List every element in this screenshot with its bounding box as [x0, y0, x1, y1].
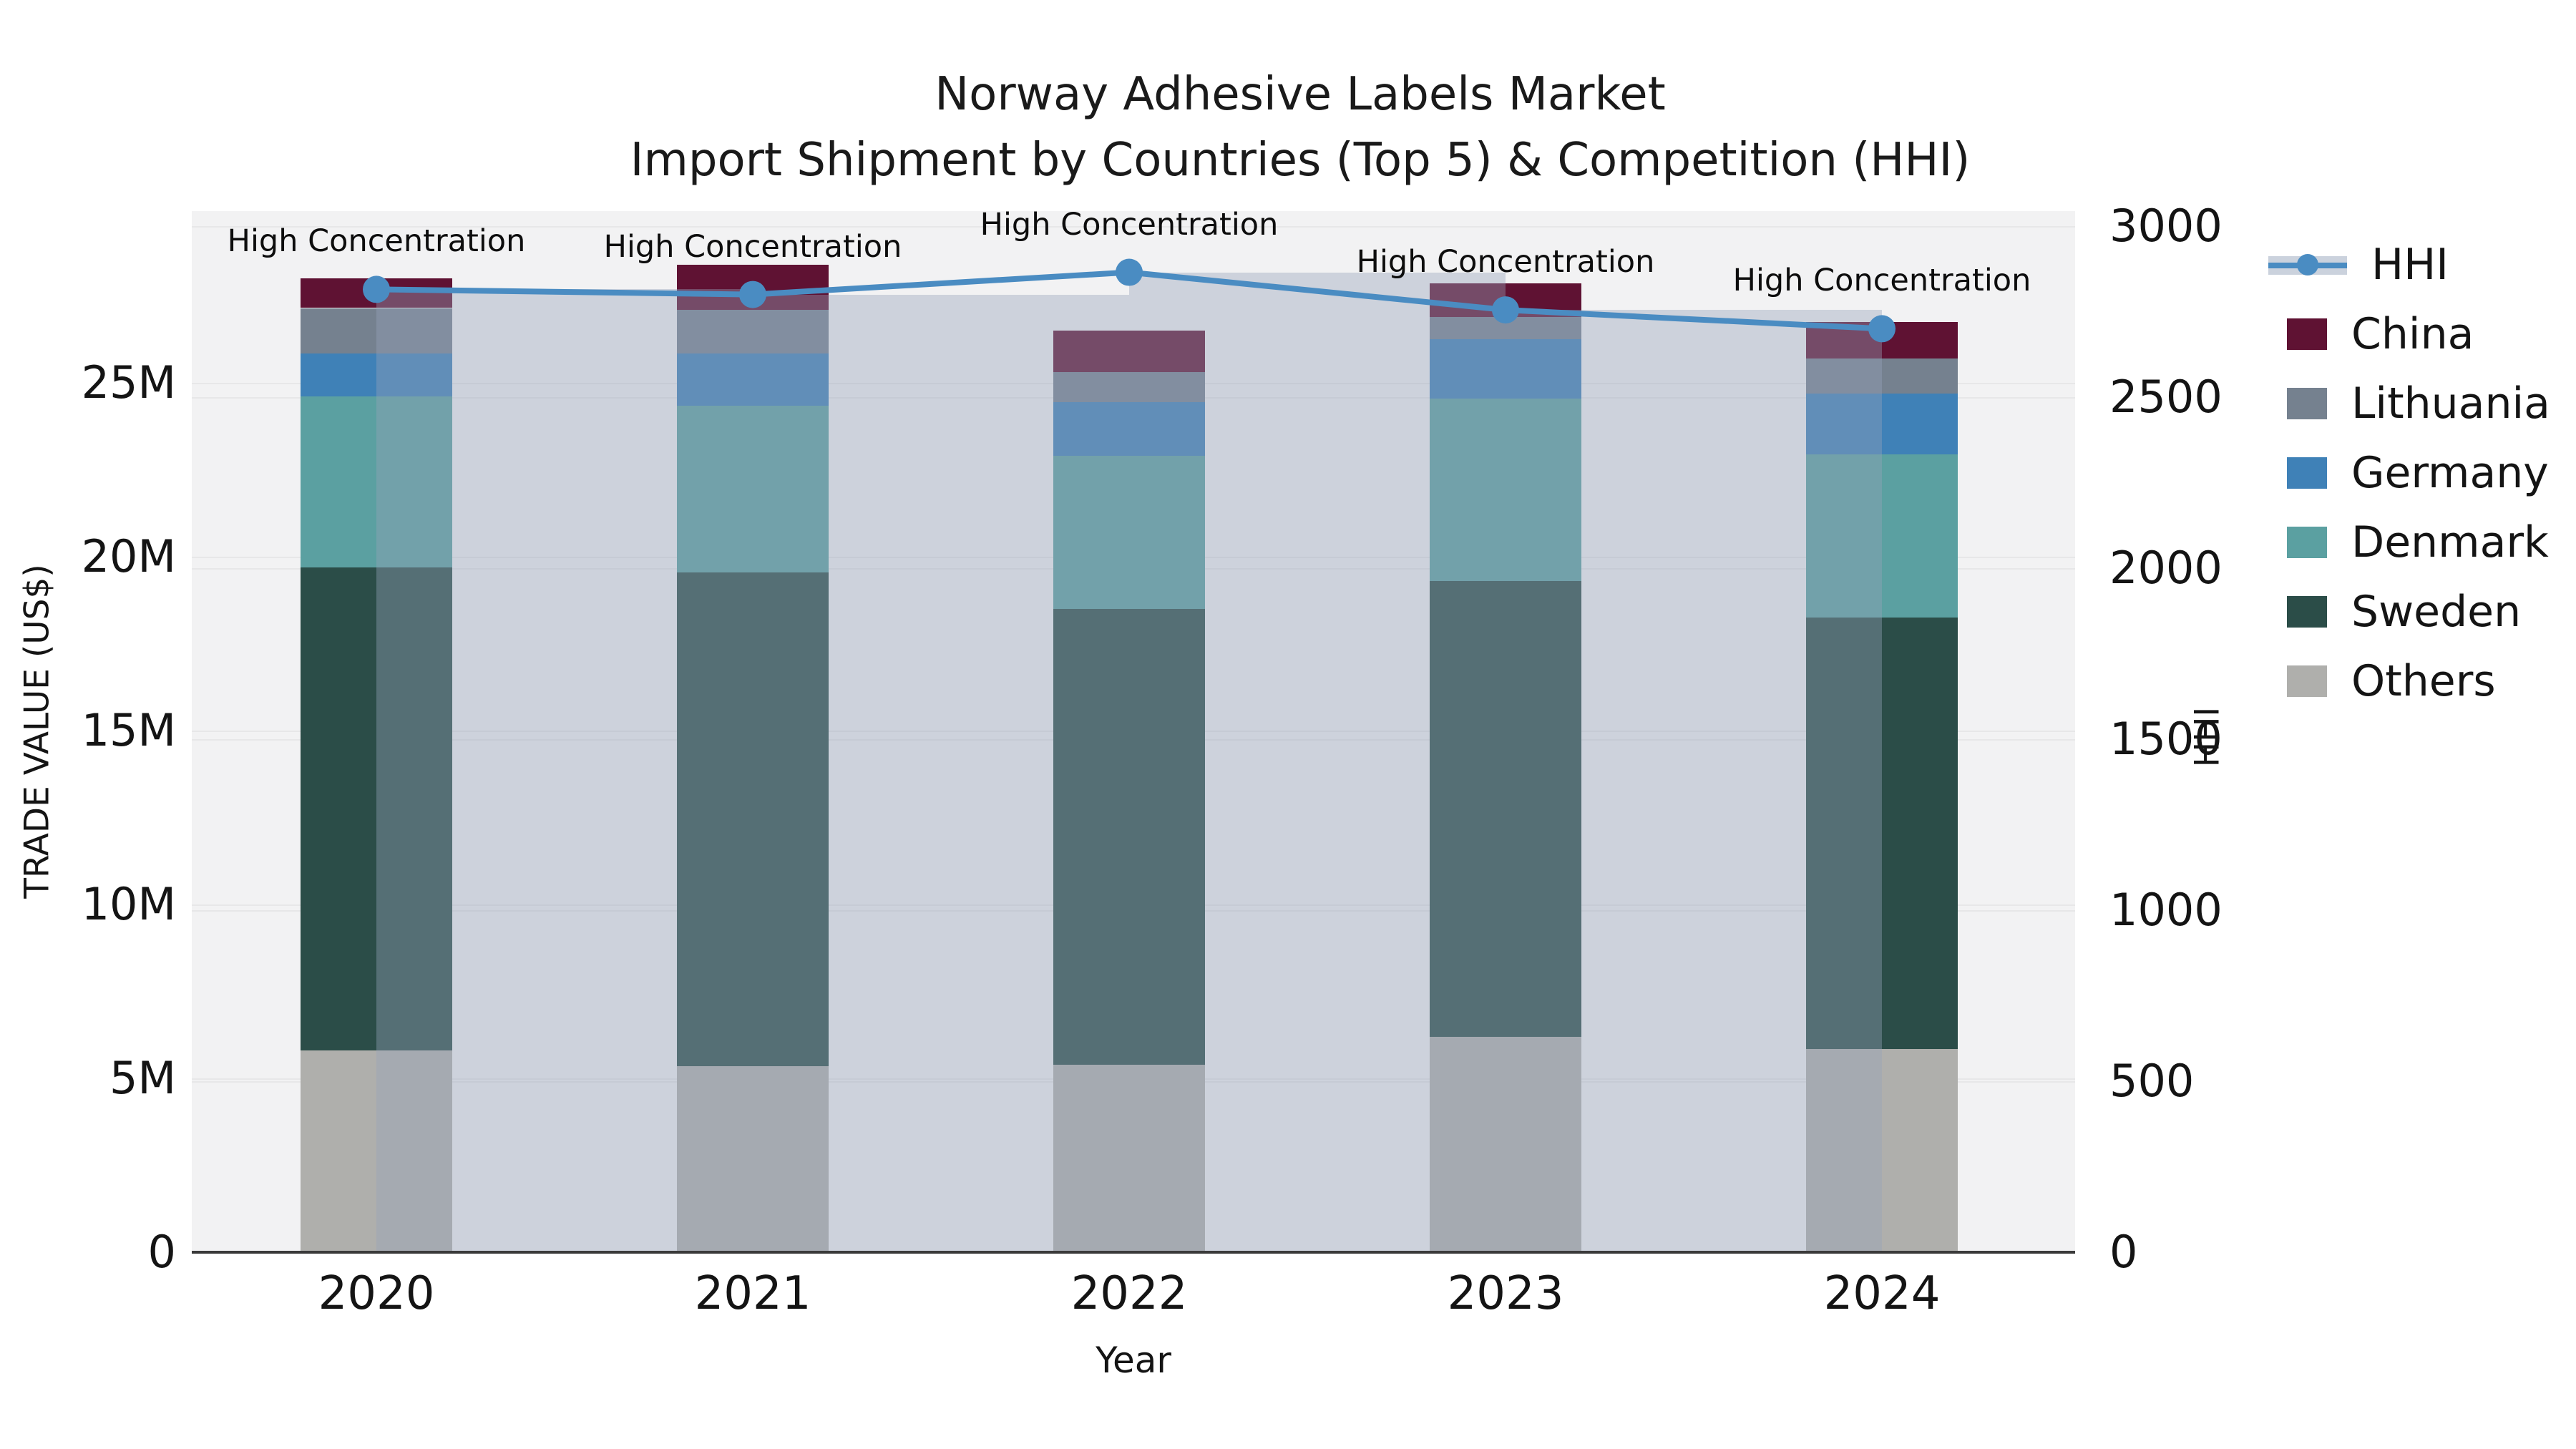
legend-swatch-sweden — [2287, 596, 2327, 628]
legend-label-denmark: Denmark — [2351, 517, 2549, 567]
bar-segment-others-2021 — [677, 1065, 829, 1252]
hhi-backdrop-bar-2020 — [376, 289, 753, 1252]
y-left-tick-5m: 5M — [109, 1052, 176, 1104]
y-right-tick-500: 500 — [2109, 1055, 2195, 1107]
legend-item-denmark: Denmark — [2254, 514, 2549, 571]
bar-segment-germany-2020 — [301, 353, 452, 397]
legend-label-china: China — [2351, 309, 2474, 359]
bar-segment-germany-2022 — [1053, 401, 1205, 457]
legend-item-others: Others — [2254, 653, 2496, 710]
legend-swatch-china — [2287, 318, 2327, 350]
legend-item-hhi: HHI — [2254, 236, 2449, 293]
y-left-tick-25m: 25M — [81, 356, 176, 409]
legend-item-china: China — [2254, 306, 2474, 363]
annotation-high-concentration-2021: High Concentration — [603, 228, 902, 265]
bar-segment-sweden-2024 — [1806, 618, 1958, 1049]
legend-item-germany: Germany — [2254, 444, 2549, 502]
legend-item-sweden: Sweden — [2254, 583, 2521, 640]
legend-label-others: Others — [2351, 656, 2496, 706]
hhi-backdrop-bar-2022 — [1129, 272, 1506, 1252]
bar-segment-others-2023 — [1430, 1036, 1581, 1252]
bar-segment-lithuania-2024 — [1806, 358, 1958, 394]
bar-segment-china-2022 — [1053, 331, 1205, 373]
x-axis-line — [192, 1251, 2075, 1254]
plot-area — [192, 211, 2075, 1252]
annotation-high-concentration-2023: High Concentration — [1356, 244, 1655, 280]
x-tick-2020: 2020 — [318, 1267, 435, 1320]
bar-segment-lithuania-2022 — [1053, 372, 1205, 402]
y-right-tick-1500: 1500 — [2109, 713, 2223, 765]
chart-title-line1: Norway Adhesive Labels Market — [935, 68, 1666, 121]
legend-swatch-lithuania — [2287, 388, 2327, 419]
hhi-legend-marker-icon — [2297, 254, 2318, 275]
y-left-tick-0: 0 — [147, 1226, 176, 1278]
legend-label-germany: Germany — [2351, 448, 2549, 498]
legend-label-hhi: HHI — [2371, 240, 2449, 290]
annotation-high-concentration-2022: High Concentration — [980, 206, 1279, 243]
x-tick-2022: 2022 — [1070, 1267, 1188, 1320]
legend-label-lithuania: Lithuania — [2351, 379, 2550, 429]
bar-segment-germany-2021 — [677, 353, 829, 406]
bar-segment-others-2022 — [1053, 1064, 1205, 1252]
legend-swatch-denmark — [2287, 527, 2327, 558]
x-axis-title: Year — [1096, 1340, 1171, 1381]
x-tick-2024: 2024 — [1823, 1267, 1941, 1320]
bar-segment-denmark-2022 — [1053, 456, 1205, 609]
bar-segment-denmark-2020 — [301, 396, 452, 567]
bar-segment-germany-2023 — [1430, 339, 1581, 399]
bar-segment-sweden-2021 — [677, 572, 829, 1066]
y-left-tick-10m: 10M — [81, 878, 176, 930]
legend-label-sweden: Sweden — [2351, 587, 2522, 637]
bar-segment-denmark-2023 — [1430, 398, 1581, 581]
bar-segment-germany-2024 — [1806, 393, 1958, 454]
bar-segment-denmark-2021 — [677, 405, 829, 572]
annotation-high-concentration-2024: High Concentration — [1732, 263, 2031, 299]
y-right-tick-3000: 3000 — [2109, 200, 2223, 252]
bar-segment-sweden-2020 — [301, 567, 452, 1051]
bar-segment-others-2024 — [1806, 1048, 1958, 1252]
bar-segment-sweden-2022 — [1053, 608, 1205, 1065]
annotation-high-concentration-2020: High Concentration — [227, 223, 526, 260]
y-right-tick-2500: 2500 — [2109, 371, 2223, 423]
bar-segment-others-2020 — [301, 1050, 452, 1252]
y-left-tick-20m: 20M — [81, 530, 176, 582]
legend-swatch-germany — [2287, 457, 2327, 489]
y-left-tick-15m: 15M — [81, 704, 176, 756]
bar-segment-denmark-2024 — [1806, 454, 1958, 618]
hhi-backdrop-bar-2021 — [753, 294, 1129, 1252]
legend-item-lithuania: Lithuania — [2254, 375, 2550, 432]
x-tick-2023: 2023 — [1447, 1267, 1564, 1320]
gridline-right-3000 — [192, 226, 2075, 228]
bar-segment-sweden-2023 — [1430, 581, 1581, 1037]
hhi-backdrop-bar-2023 — [1506, 310, 1882, 1252]
legend-swatch-others — [2287, 665, 2327, 697]
y-right-tick-2000: 2000 — [2109, 542, 2223, 594]
x-tick-2021: 2021 — [694, 1267, 811, 1320]
y-right-tick-1000: 1000 — [2109, 884, 2223, 936]
hhi-line-legend-sample — [2268, 249, 2347, 280]
chart-title-line2: Import Shipment by Countries (Top 5) & C… — [630, 134, 1971, 187]
y-right-tick-0: 0 — [2109, 1226, 2138, 1278]
